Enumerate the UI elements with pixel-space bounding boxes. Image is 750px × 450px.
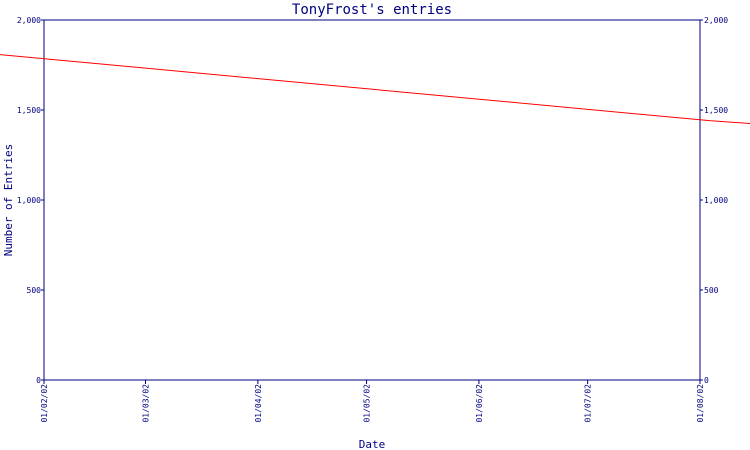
y-tick-label-left: 1,500 xyxy=(17,106,41,115)
y-tick-label-left: 1,000 xyxy=(17,196,41,205)
y-tick-label-left: 0 xyxy=(36,376,41,385)
y-tick-label-right: 2,000 xyxy=(704,16,728,25)
y-tick-label-right: 1,000 xyxy=(704,196,728,205)
y-axis-label: Number of Entries xyxy=(2,144,15,257)
chart-title: TonyFrost's entries xyxy=(292,2,452,18)
y-tick-label-right: 0 xyxy=(704,376,709,385)
x-tick-label: 01/03/02 xyxy=(141,384,150,423)
x-tick-label: 01/06/02 xyxy=(475,384,484,423)
y-axis-ticks-left: 0 500 1,000 1,500 2,000 xyxy=(17,16,44,385)
y-tick-label-right: 500 xyxy=(704,286,719,295)
x-tick-label: 01/02/02 xyxy=(40,384,49,423)
y-axis-ticks-right: 0 500 1,000 1,500 2,000 xyxy=(700,16,728,385)
x-tick-label: 01/04/02 xyxy=(254,384,263,423)
x-axis-label: Date xyxy=(359,438,386,450)
series-layer xyxy=(0,54,750,125)
x-axis-ticks: 01/02/02 01/03/02 01/04/02 01/05/02 01/06/02… xyxy=(40,380,705,423)
series-line xyxy=(0,54,750,125)
x-tick-label: 01/05/02 xyxy=(363,384,372,423)
axes xyxy=(43,19,701,381)
y-tick-label-right: 1,500 xyxy=(704,106,728,115)
x-tick-label: 01/07/02 xyxy=(584,384,593,423)
plot-area-frame xyxy=(43,19,701,381)
y-tick-label-left: 500 xyxy=(27,286,42,295)
x-tick-label: 01/08/02 xyxy=(696,384,705,423)
y-tick-label-left: 2,000 xyxy=(17,16,41,25)
